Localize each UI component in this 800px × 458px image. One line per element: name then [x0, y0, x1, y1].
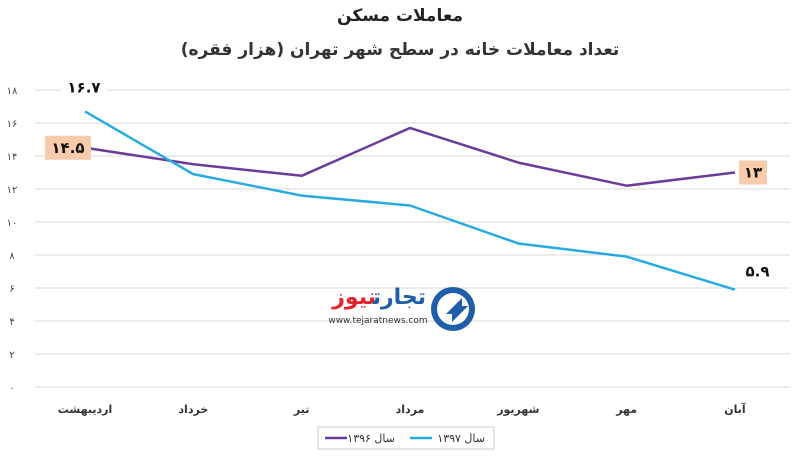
data-label-box	[739, 259, 776, 284]
y-tick-label: ۲	[9, 350, 14, 361]
y-axis-ticks: ۰ ۲ ۴ ۶ ۸ ۱۰ ۱۲ ۱۴ ۱۶ ۱۸	[7, 86, 18, 394]
legend: سال ۱۳۹۶ سال ۱۳۹۷	[317, 426, 495, 450]
x-tick-label: شهریور	[496, 403, 539, 416]
x-tick-label: مهر	[615, 403, 637, 416]
data-label: ۱۴.۵	[45, 135, 91, 160]
y-tick-label: ۱۲	[7, 185, 18, 196]
series-lines	[84, 110, 736, 291]
data-label-text: ۵.۹	[745, 263, 769, 281]
y-tick-label: ۱۸	[7, 86, 18, 97]
watermark-name: تجارتنیوز	[331, 285, 426, 310]
legend-label: سال ۱۳۹۶	[347, 432, 395, 445]
y-tick-label: ۱۴	[7, 152, 18, 163]
x-tick-label: اردیبهشت	[58, 403, 112, 416]
legend-label: سال ۱۳۹۷	[437, 432, 485, 445]
x-tick-label: مرداد	[396, 403, 425, 416]
data-labels: ۱۴.۵ ۱۳ ۱۶.۷ ۵.۹	[45, 75, 776, 284]
x-tick-label: خرداد	[178, 403, 208, 416]
y-tick-label: ۶	[9, 284, 14, 295]
series-line-1	[84, 110, 736, 291]
x-tick-label: آبان	[724, 402, 746, 416]
data-label-box	[739, 160, 767, 185]
series-line-0	[84, 126, 736, 187]
data-label: ۵.۹	[739, 259, 776, 284]
data-label-box	[61, 75, 107, 100]
tejaratnews-logo-icon	[431, 287, 475, 331]
x-tick-label: تیر	[293, 403, 309, 416]
chart-title: معاملات مسکن	[337, 6, 463, 26]
y-tick-label: ۱۰	[7, 218, 18, 229]
x-axis-ticks: اردیبهشت خرداد تیر مرداد شهریور مهر آبان	[58, 402, 746, 416]
data-label-text: ۱۴.۵	[51, 139, 84, 157]
data-label: ۱۳	[739, 160, 767, 185]
grid-lines	[35, 89, 790, 388]
watermark-url: www.tejaratnews.com	[328, 316, 427, 326]
y-tick-label: ۰	[9, 383, 14, 394]
chart-subtitle: تعداد معاملات خانه در سطح شهر تهران (هزا…	[180, 40, 620, 60]
watermark: تجارتنیوز www.tejaratnews.com	[328, 285, 475, 331]
y-tick-label: ۸	[9, 251, 15, 262]
data-label-text: ۱۶.۷	[67, 78, 100, 96]
data-label-box	[45, 135, 91, 160]
legend-box	[317, 426, 495, 450]
data-label: ۱۶.۷	[61, 75, 107, 100]
data-label-text: ۱۳	[744, 164, 762, 182]
y-tick-label: ۴	[9, 317, 14, 328]
y-tick-label: ۱۶	[7, 119, 18, 130]
